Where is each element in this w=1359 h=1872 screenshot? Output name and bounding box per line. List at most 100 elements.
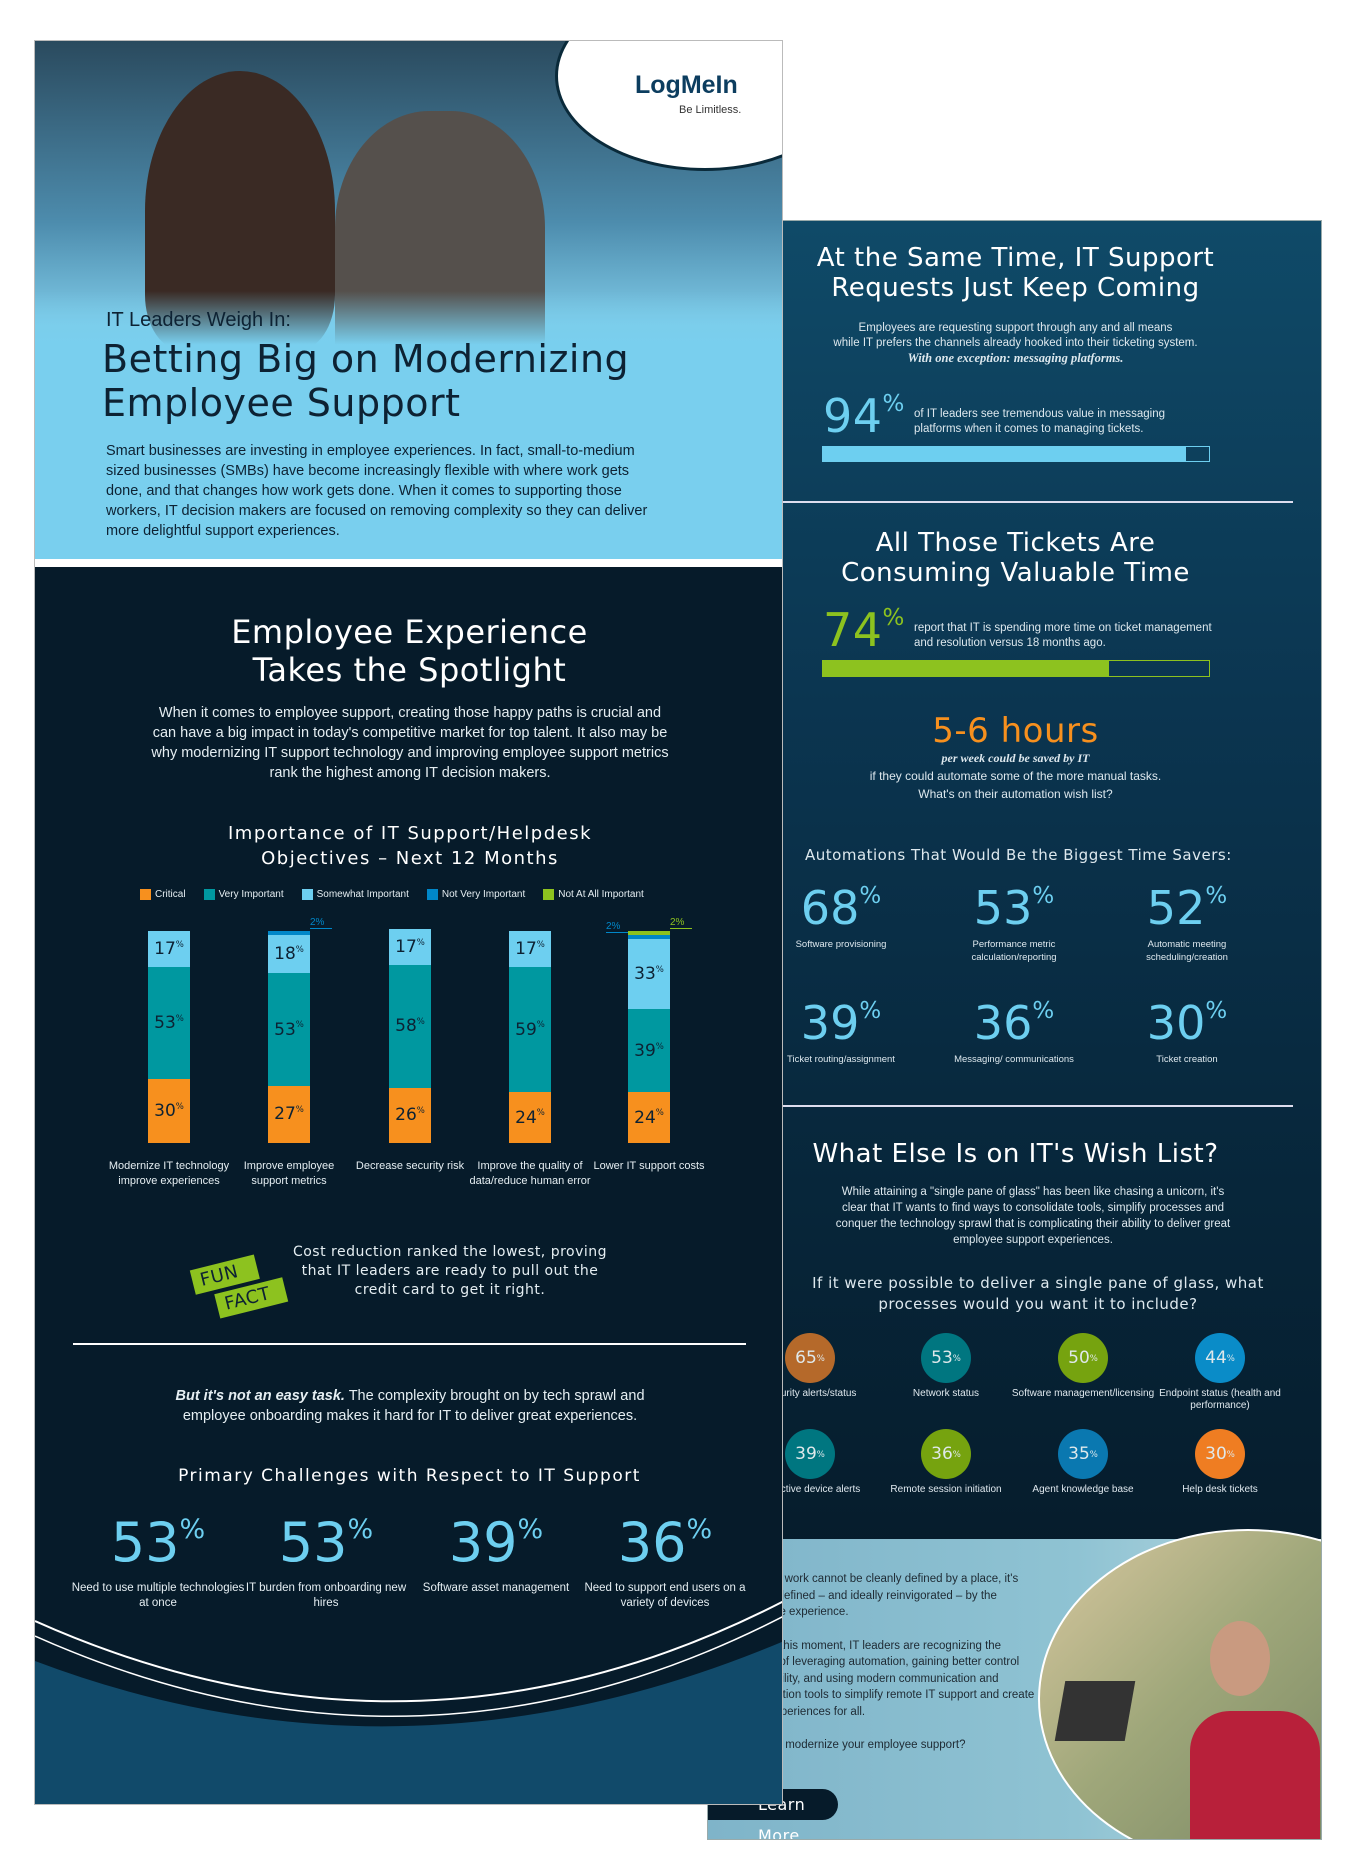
legend-label: Critical (155, 889, 186, 900)
percentage-circle: 53% (921, 1333, 971, 1383)
right-panel: At the Same Time, IT Support Requests Jus… (707, 220, 1322, 1840)
requests-title: At the Same Time, IT Support Requests Jus… (816, 243, 1215, 303)
automation-label: Ticket routing/assignment (787, 1054, 895, 1065)
bar-segment: 17% (509, 931, 551, 968)
percentage-circle: 35% (1058, 1429, 1108, 1479)
challenge-label: IT burden from onboarding new hires (245, 1582, 407, 1609)
legend-item: Not At All Important (543, 889, 644, 900)
left-panel: LogMeIn Be Limitless. IT Leaders Weigh I… (34, 40, 783, 1805)
bar-value-label: 24% (634, 1107, 664, 1128)
requests-stat: 94% (823, 389, 905, 443)
fun-fact-badge: FUN FACT (189, 1249, 289, 1323)
tickets-progress-bar (822, 660, 1210, 677)
bar-small-value-label: 2% (606, 921, 628, 934)
automation-stat: 52% (1146, 881, 1228, 935)
spotlight-paragraph: When it comes to employee support, creat… (151, 705, 669, 781)
chart-title: Importance of IT Support/Helpdesk Object… (227, 823, 593, 869)
bar-value: 30 (154, 1101, 176, 1122)
bar-value-label: 59% (515, 1019, 545, 1040)
legend-item: Critical (140, 889, 186, 900)
automation-stat: 39% (800, 996, 882, 1050)
wishlist-question: If it were possible to deliver a single … (812, 1274, 1264, 1313)
requests-paragraph: Employees are requesting support through… (833, 322, 1198, 365)
bar-segment: 53% (268, 973, 310, 1086)
automation-label: Performance metric calculation/reporting (971, 939, 1057, 963)
bar-category-label: Improve the quality of data/reduce human… (469, 1160, 591, 1187)
bar-segment: 24% (509, 1092, 551, 1143)
automation-stat: 68% (800, 881, 882, 935)
challenge-stat: 36% (617, 1511, 713, 1574)
legend-item: Somewhat Important (301, 889, 409, 900)
bar-value-label: 17% (395, 936, 425, 957)
circle-label: Proactive device alerts (759, 1484, 861, 1495)
bar-value-label: 17% (515, 939, 545, 960)
tagline: Be Limitless. (679, 104, 742, 116)
tickets-title: All Those Tickets Are Consuming Valuable … (841, 528, 1190, 588)
hero-photo: LogMeIn Be Limitless. IT Leaders Weigh I… (35, 41, 782, 559)
legend-swatch (543, 889, 555, 900)
legend-swatch (301, 889, 313, 900)
challenge-label: Need to use multiple technologies at onc… (71, 1582, 245, 1609)
bar-value-label: 24% (515, 1107, 545, 1128)
percentage-circle: 36% (921, 1429, 971, 1479)
closing-text: Now that work cannot be cleanly defined … (736, 1573, 1035, 1751)
challenge-stat: 53% (278, 1511, 374, 1574)
challenge-stat: 53% (110, 1511, 206, 1574)
legend-label: Very Important (218, 889, 284, 900)
bar-value: 17 (395, 936, 417, 957)
hero-kicker: IT Leaders Weigh In: (106, 309, 291, 331)
challenges-title: Primary Challenges with Respect to IT Su… (178, 1466, 641, 1486)
bar-value-label: 33% (634, 964, 664, 985)
hours-text: per week could be saved by IT if they cou… (869, 751, 1162, 801)
bar-value: 18 (274, 944, 296, 965)
legend-item: Not Very Important (426, 889, 525, 900)
bar-segment: 59% (509, 967, 551, 1093)
bar-value: 58 (395, 1016, 417, 1037)
bar-value: 17 (154, 939, 176, 960)
bar-value: 33 (634, 964, 656, 985)
bar-category-label: Modernize IT technology improve experien… (108, 1160, 230, 1187)
percentage-circle: 39% (785, 1429, 835, 1479)
circle-label: Help desk tickets (1182, 1484, 1258, 1495)
bar-segment: 17% (389, 928, 431, 965)
spotlight-title: Employee Experience Takes the Spotlight (231, 613, 588, 689)
bar-category-label: Improve employee support metrics (243, 1160, 335, 1187)
bar-segment: 30% (148, 1079, 190, 1143)
bar-value: 53 (154, 1013, 176, 1034)
bar-segment: 39% (628, 1009, 670, 1093)
challenge-label: Need to support end users on a variety o… (584, 1582, 746, 1609)
bar-segment: 26% (389, 1087, 431, 1143)
wishlist-paragraph: While attaining a "single pane of glass"… (835, 1186, 1231, 1246)
automation-stat: 36% (973, 996, 1055, 1050)
bar-value: 39 (634, 1040, 656, 1061)
legend-label: Somewhat Important (316, 889, 409, 900)
bar-value-label: 30% (154, 1101, 184, 1122)
bar-value-label: 18% (274, 944, 304, 965)
bar-category-label: Lower IT support costs (593, 1160, 705, 1172)
bar-value-label: 27% (274, 1104, 304, 1125)
logo-badge (555, 41, 782, 171)
bar-value: 24 (634, 1107, 656, 1128)
challenge-stat: 39% (448, 1511, 544, 1574)
closing-section: Now that work cannot be cleanly defined … (708, 1529, 1321, 1839)
tickets-stat: 74% (823, 603, 905, 657)
decorative-swoosh (35, 1601, 782, 1804)
hours-stat: 5-6 hours (932, 711, 1099, 751)
automations-title: Automations That Would Be the Biggest Ti… (805, 846, 1232, 864)
bar-segment (628, 935, 670, 940)
automation-label: Messaging/ communications (954, 1054, 1074, 1065)
legend-swatch (203, 889, 215, 900)
bar-value: 24 (515, 1107, 537, 1128)
chart-legend: Critical Very Important Somewhat Important… (140, 889, 644, 900)
bar-value: 53 (274, 1019, 296, 1040)
circle-label: Network status (912, 1388, 980, 1399)
divider (783, 1105, 1293, 1107)
automation-stat: 30% (1146, 996, 1228, 1050)
tickets-stat-text: report that IT is spending more time on … (914, 622, 1212, 649)
bar-small-value-label: 2% (670, 917, 692, 929)
bar-value-label: 53% (154, 1013, 184, 1034)
logmein-logo: LogMeIn (635, 71, 738, 99)
challenge-label: Software asset management (422, 1582, 570, 1594)
legend-swatch (426, 889, 438, 900)
bar-segment: 24% (628, 1092, 670, 1143)
